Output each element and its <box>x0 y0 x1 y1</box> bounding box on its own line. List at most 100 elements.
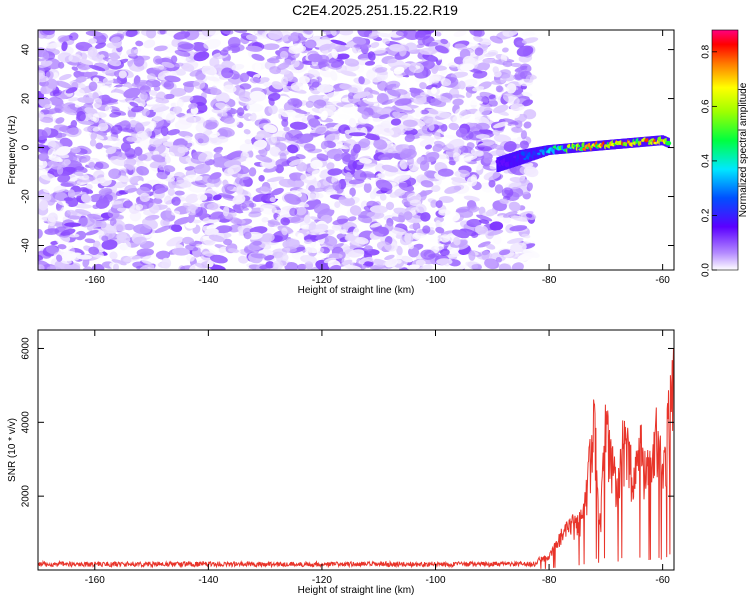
noise-blob <box>68 53 82 63</box>
noise-blob <box>261 216 269 223</box>
noise-blob <box>353 43 372 49</box>
noise-blob <box>77 97 95 104</box>
noise-blob <box>60 228 76 236</box>
noise-blob <box>98 187 113 196</box>
noise-blob <box>260 233 275 243</box>
noise-blob <box>439 221 446 227</box>
noise-blob <box>266 58 280 64</box>
noise-blob <box>245 157 255 164</box>
noise-blob <box>367 51 376 61</box>
noise-blob <box>254 133 265 140</box>
colorbar-tick-label: 0.0 <box>701 263 712 277</box>
noise-blob <box>326 253 343 260</box>
noise-blob <box>171 196 181 206</box>
noise-blob <box>410 207 420 214</box>
noise-blob <box>289 121 308 130</box>
noise-blob <box>440 38 449 45</box>
noise-blob <box>453 30 467 37</box>
noise-blob <box>153 66 167 71</box>
noise-blob <box>163 195 172 205</box>
noise-blob <box>292 108 308 115</box>
noise-blob <box>511 262 524 270</box>
noise-blob <box>110 36 121 43</box>
noise-blob <box>163 165 176 173</box>
noise-blob <box>183 135 193 142</box>
noise-blob <box>75 208 92 216</box>
noise-blob <box>338 33 352 44</box>
noise-blob <box>145 30 157 39</box>
noise-blob <box>227 164 242 175</box>
noise-blob <box>279 152 287 162</box>
noise-blob <box>389 191 402 198</box>
noise-blob <box>304 239 313 245</box>
noise-blob <box>246 34 258 41</box>
noise-blob <box>474 47 484 56</box>
noise-blob <box>110 52 119 62</box>
noise-blob <box>393 174 410 183</box>
noise-blob <box>195 243 203 249</box>
noise-blob <box>408 223 420 229</box>
noise-blob <box>108 92 127 100</box>
noise-blob <box>315 233 329 240</box>
noise-blob <box>521 31 536 36</box>
noise-blob <box>402 119 418 128</box>
snr-x-tick-label: -140 <box>198 575 218 586</box>
noise-blob <box>368 31 381 37</box>
noise-blob <box>57 244 67 250</box>
noise-blob <box>327 168 343 176</box>
noise-blob <box>118 70 127 79</box>
noise-blob <box>152 198 163 205</box>
noise-blob <box>494 184 504 194</box>
noise-blob <box>176 98 185 108</box>
noise-blob <box>244 139 252 145</box>
noise-blob <box>460 63 475 72</box>
spectrogram-x-tick-label: -160 <box>85 275 105 286</box>
noise-blob <box>205 75 220 82</box>
noise-blob <box>136 166 150 176</box>
noise-blob <box>239 143 254 153</box>
noise-blob <box>316 153 329 161</box>
noise-blob <box>521 37 539 44</box>
noise-blob <box>264 255 275 261</box>
noise-blob <box>499 198 509 204</box>
noise-blob <box>460 108 478 117</box>
noise-blob <box>245 45 263 52</box>
spectrogram-signal-track <box>495 135 672 172</box>
noise-blob <box>84 238 96 244</box>
noise-blob <box>354 236 369 245</box>
noise-blob <box>313 203 330 215</box>
noise-blob <box>107 208 120 219</box>
noise-blob <box>143 39 156 49</box>
spectrogram-x-tick-label: -120 <box>312 275 332 286</box>
noise-blob <box>474 110 482 120</box>
noise-blob <box>395 124 408 134</box>
noise-blob <box>419 47 438 56</box>
noise-blob <box>45 108 61 115</box>
noise-blob <box>162 219 170 226</box>
noise-blob <box>344 58 360 67</box>
noise-blob <box>424 151 440 163</box>
noise-blob <box>493 134 512 143</box>
noise-blob <box>252 193 269 202</box>
noise-blob <box>445 134 461 141</box>
noise-blob <box>429 73 441 82</box>
colorbar-tick-label: 0.6 <box>701 99 712 113</box>
noise-blob <box>39 200 49 211</box>
noise-blob <box>153 106 170 113</box>
noise-blob <box>131 105 145 113</box>
noise-blob <box>249 112 257 122</box>
noise-blob <box>87 213 102 220</box>
noise-blob <box>212 194 222 201</box>
noise-blob <box>458 80 466 90</box>
noise-blob <box>248 167 257 177</box>
noise-blob <box>209 254 228 264</box>
noise-blob <box>208 234 225 243</box>
noise-blob <box>401 255 413 263</box>
noise-blob <box>46 41 64 49</box>
spectrogram-y-tick-label: 20 <box>21 93 32 105</box>
noise-blob <box>204 228 219 236</box>
noise-blob <box>475 134 490 140</box>
noise-blob <box>298 75 310 84</box>
noise-blob <box>56 254 63 262</box>
noise-blob <box>364 60 376 66</box>
